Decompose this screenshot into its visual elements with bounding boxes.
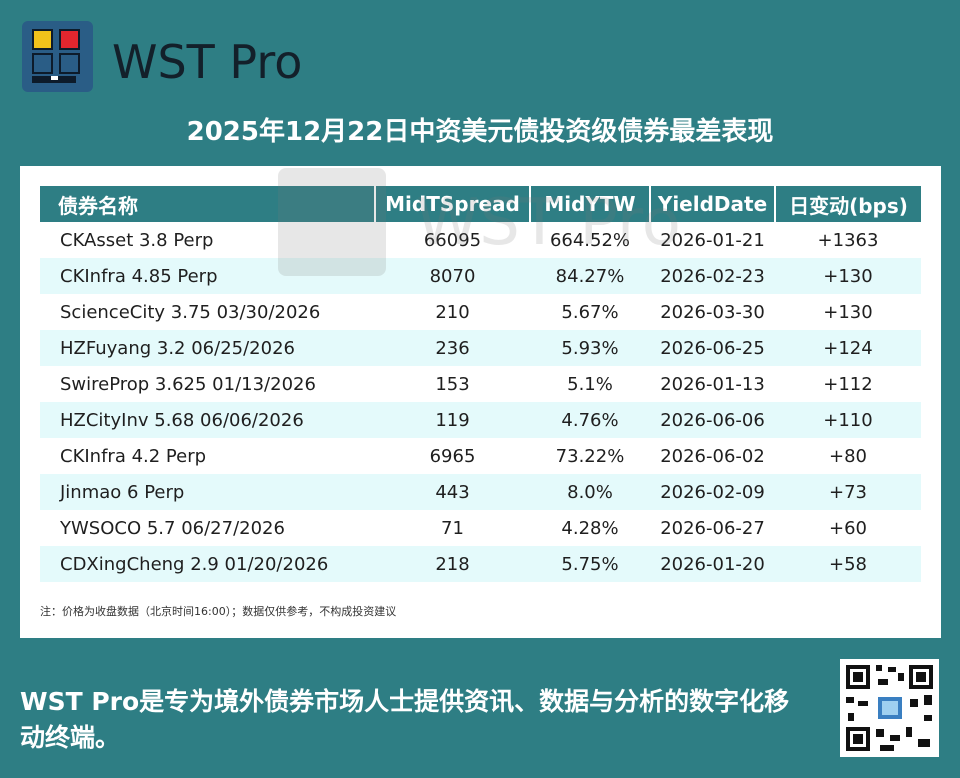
change-cell: +73: [775, 474, 921, 510]
header-yielddate: YieldDate: [650, 186, 776, 222]
table-row: Jinmao 6 Perp 443 8.0% 2026-02-09 +73: [40, 474, 921, 510]
midtspread-cell: 236: [375, 330, 530, 366]
yielddate-cell: 2026-01-20: [650, 546, 775, 582]
brand-name: WST Pro: [112, 35, 303, 89]
midtspread-cell: 119: [375, 402, 530, 438]
yielddate-cell: 2026-06-06: [650, 402, 775, 438]
bond-name-cell: CKInfra 4.85 Perp: [40, 258, 375, 294]
change-cell: +110: [775, 402, 921, 438]
change-cell: +80: [829, 445, 867, 467]
midtspread-cell: 6965: [429, 445, 476, 467]
midytw-cell: 4.76%: [530, 402, 650, 438]
bond-name-cell: Jinmao 6 Perp: [40, 474, 375, 510]
midtspread-cell: 153: [435, 373, 470, 395]
yielddate-cell: 2026-06-25: [650, 330, 775, 366]
table-row: CKInfra 4.2 Perp 6965 73.22% 2026-06-02 …: [40, 438, 921, 474]
midtspread-cell: 71: [441, 517, 464, 539]
bond-name-cell: CKInfra 4.2 Perp: [60, 445, 207, 467]
table-row: SwireProp 3.625 01/13/2026 153 5.1% 2026…: [40, 366, 921, 402]
change-cell: +112: [823, 373, 873, 395]
bond-name-cell: HZCityInv 5.68 06/06/2026: [40, 402, 375, 438]
bond-name-cell: ScienceCity 3.75 03/30/2026: [60, 301, 321, 323]
table-row: YWSOCO 5.7 06/27/2026 71 4.28% 2026-06-2…: [40, 510, 921, 546]
bond-name-cell: YWSOCO 5.7 06/27/2026: [60, 517, 285, 539]
header-midtspread: MidTSpread: [375, 186, 531, 222]
midytw-cell: 5.1%: [567, 373, 613, 395]
logo-red-square: [59, 29, 80, 50]
midytw-cell: 5.75%: [530, 546, 650, 582]
table-row: CKInfra 4.85 Perp 8070 84.27% 2026-02-23…: [40, 258, 921, 294]
midtspread-cell: 210: [435, 301, 470, 323]
bond-table: 债券名称 MidTSpread MidYTW YieldDate 日变动(bps…: [40, 186, 921, 582]
change-cell: +124: [775, 330, 921, 366]
change-cell: +58: [775, 546, 921, 582]
midytw-cell: 664.52%: [549, 229, 631, 251]
logo-base-notch: [51, 76, 58, 80]
midytw-cell: 5.67%: [561, 301, 619, 323]
logo-yellow-square: [32, 29, 53, 50]
wst-logo-icon: [22, 21, 93, 92]
header-midytw: MidYTW: [530, 186, 651, 222]
yielddate-cell: 2026-03-30: [660, 301, 765, 323]
table-row: HZFuyang 3.2 06/25/2026 236 5.93% 2026-0…: [40, 330, 921, 366]
yielddate-cell: 2026-06-02: [660, 445, 765, 467]
table-row: HZCityInv 5.68 06/06/2026 119 4.76% 2026…: [40, 402, 921, 438]
midytw-cell: 8.0%: [530, 474, 650, 510]
midtspread-cell: 66095: [423, 229, 482, 251]
table-row: CDXingCheng 2.9 01/20/2026 218 5.75% 202…: [40, 546, 921, 582]
header-daily-change: 日变动(bps): [775, 186, 921, 222]
table-header-row: 债券名称 MidTSpread MidYTW YieldDate 日变动(bps…: [40, 186, 921, 222]
bond-name-cell: HZFuyang 3.2 06/25/2026: [40, 330, 375, 366]
header-bond-name: 债券名称: [40, 186, 376, 222]
table-panel: 债券名称 MidTSpread MidYTW YieldDate 日变动(bps…: [20, 166, 941, 638]
yielddate-cell: 2026-02-23: [650, 258, 775, 294]
midtspread-cell: 218: [375, 546, 530, 582]
midytw-cell: 4.28%: [561, 517, 619, 539]
footer-tagline: WST Pro是专为境外债券市场人士提供资讯、数据与分析的数字化移动终端。: [20, 687, 790, 752]
qr-code-icon: [840, 659, 939, 757]
logo-blue-square: [32, 53, 53, 74]
bond-name-cell: SwireProp 3.625 01/13/2026: [60, 373, 316, 395]
yielddate-cell: 2026-01-13: [660, 373, 765, 395]
disclaimer-note: 注：价格为收盘数据（北京时间16:00）；数据仅供参考，不构成投资建议: [40, 605, 397, 618]
bond-name-cell: CKAsset 3.8 Perp: [60, 229, 214, 251]
midtspread-cell: 443: [375, 474, 530, 510]
qr-code-graphic: [840, 659, 939, 757]
change-cell: +130: [823, 301, 873, 323]
yielddate-cell: 2026-01-21: [660, 229, 765, 251]
logo-blue-square-2: [59, 53, 80, 74]
change-cell: +1363: [817, 229, 879, 251]
table-row: ScienceCity 3.75 03/30/2026 210 5.67% 20…: [40, 294, 921, 330]
midtspread-cell: 8070: [375, 258, 530, 294]
midytw-cell: 84.27%: [530, 258, 650, 294]
change-cell: +60: [829, 517, 867, 539]
midytw-cell: 5.93%: [530, 330, 650, 366]
change-cell: +130: [775, 258, 921, 294]
midytw-cell: 73.22%: [555, 445, 625, 467]
yielddate-cell: 2026-02-09: [650, 474, 775, 510]
page-title: 2025年12月22日中资美元债投资级债券最差表现: [186, 117, 774, 147]
yielddate-cell: 2026-06-27: [660, 517, 765, 539]
table-row: CKAsset 3.8 Perp 66095 664.52% 2026-01-2…: [40, 222, 921, 258]
bond-name-cell: CDXingCheng 2.9 01/20/2026: [40, 546, 375, 582]
